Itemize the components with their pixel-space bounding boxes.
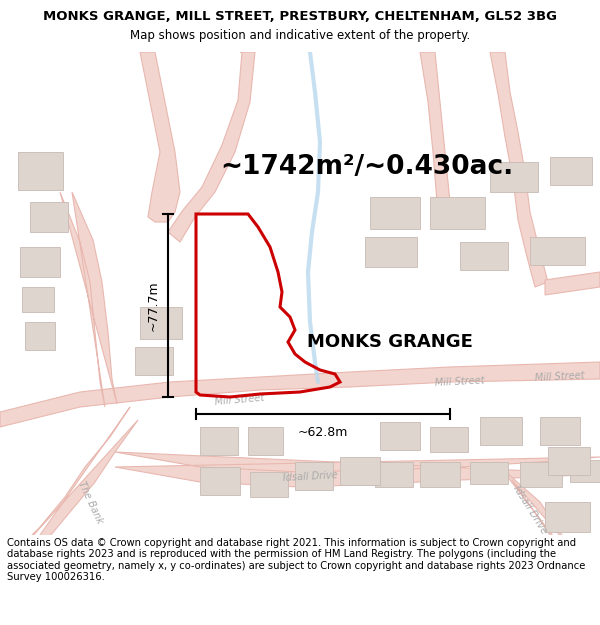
Bar: [430, 197, 485, 229]
Bar: [370, 197, 420, 229]
Bar: [545, 502, 590, 532]
Bar: [248, 427, 283, 455]
Polygon shape: [420, 52, 450, 214]
Bar: [480, 417, 522, 445]
Text: ~77.7m: ~77.7m: [147, 280, 160, 331]
Polygon shape: [0, 407, 138, 592]
Bar: [18, 152, 63, 190]
Bar: [22, 287, 54, 312]
Bar: [250, 472, 288, 497]
Polygon shape: [140, 52, 180, 222]
Text: ~62.8m: ~62.8m: [298, 426, 348, 439]
Polygon shape: [0, 362, 600, 427]
Polygon shape: [500, 467, 600, 597]
Bar: [550, 157, 592, 185]
Bar: [200, 427, 238, 455]
Text: MONKS GRANGE: MONKS GRANGE: [307, 333, 473, 351]
Bar: [380, 422, 420, 450]
Bar: [340, 457, 380, 485]
Polygon shape: [545, 272, 600, 295]
Bar: [375, 462, 413, 487]
Bar: [30, 202, 68, 232]
Text: MONKS GRANGE, MILL STREET, PRESTBURY, CHELTENHAM, GL52 3BG: MONKS GRANGE, MILL STREET, PRESTBURY, CH…: [43, 11, 557, 23]
Bar: [570, 460, 600, 482]
Bar: [365, 237, 417, 267]
Bar: [548, 447, 590, 475]
Bar: [140, 307, 182, 339]
Text: Map shows position and indicative extent of the property.: Map shows position and indicative extent…: [130, 29, 470, 42]
Bar: [25, 322, 55, 350]
Bar: [430, 427, 468, 452]
Bar: [20, 247, 60, 277]
Text: Mill Street: Mill Street: [535, 371, 585, 383]
Bar: [295, 462, 333, 490]
Text: Mill Street: Mill Street: [215, 393, 265, 407]
Text: Contains OS data © Crown copyright and database right 2021. This information is : Contains OS data © Crown copyright and d…: [7, 538, 586, 582]
Polygon shape: [490, 52, 548, 287]
Text: The Bank: The Bank: [76, 479, 104, 525]
Bar: [540, 417, 580, 445]
Bar: [135, 347, 173, 375]
Text: ~1742m²/~0.430ac.: ~1742m²/~0.430ac.: [220, 154, 513, 180]
Bar: [420, 462, 460, 487]
Text: Mill Street: Mill Street: [435, 376, 485, 388]
Bar: [490, 162, 538, 192]
Text: Idsall Drive: Idsall Drive: [511, 484, 549, 536]
Text: Idsall Drive: Idsall Drive: [283, 471, 338, 483]
Bar: [200, 467, 240, 495]
Bar: [470, 462, 508, 484]
Bar: [520, 462, 562, 487]
Polygon shape: [60, 192, 117, 407]
Bar: [460, 242, 508, 270]
Bar: [530, 237, 585, 265]
Polygon shape: [115, 452, 600, 487]
Polygon shape: [168, 52, 255, 242]
